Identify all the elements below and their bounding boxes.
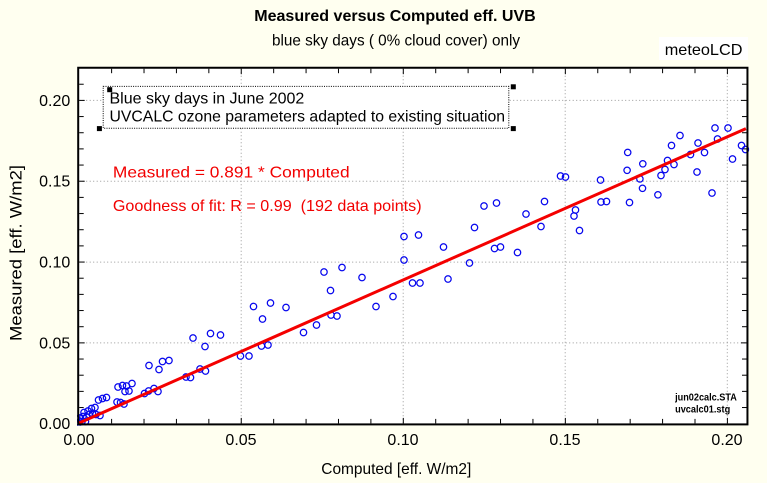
svg-text:UVCALC ozone parameters adapte: UVCALC ozone parameters adapted to exist… bbox=[110, 109, 506, 126]
svg-text:blue sky days ( 0% cloud cover: blue sky days ( 0% cloud cover) only bbox=[272, 33, 520, 50]
svg-text:Measured versus Computed eff.: Measured versus Computed eff. UVB bbox=[254, 8, 536, 25]
svg-text:0.10: 0.10 bbox=[39, 255, 70, 272]
svg-text:0.00: 0.00 bbox=[39, 416, 70, 433]
svg-text:0.15: 0.15 bbox=[39, 174, 70, 191]
svg-text:Blue sky days in June 2002: Blue sky days in June 2002 bbox=[110, 90, 305, 107]
svg-text:0.00: 0.00 bbox=[63, 432, 94, 449]
svg-text:Goodness of fit: R = 0.99 (19: Goodness of fit: R = 0.99 (192 data poin… bbox=[113, 198, 422, 215]
svg-text:jun02calc.STA: jun02calc.STA bbox=[674, 393, 737, 404]
svg-text:0.10: 0.10 bbox=[387, 432, 418, 449]
svg-text:0.20: 0.20 bbox=[39, 93, 70, 110]
svg-text:Computed [eff. W/m2]: Computed [eff. W/m2] bbox=[321, 461, 471, 478]
svg-text:meteoLCD: meteoLCD bbox=[665, 42, 743, 59]
svg-text:uvcalc01.stg: uvcalc01.stg bbox=[675, 405, 730, 416]
svg-text:Measured = 0.891 * Computed: Measured = 0.891 * Computed bbox=[113, 165, 350, 182]
svg-text:0.05: 0.05 bbox=[39, 335, 70, 352]
svg-text:0.15: 0.15 bbox=[549, 432, 580, 449]
svg-text:Measured [eff. W/m2]: Measured [eff. W/m2] bbox=[7, 165, 25, 341]
svg-text:0.05: 0.05 bbox=[225, 432, 256, 449]
svg-text:0.20: 0.20 bbox=[711, 432, 742, 449]
